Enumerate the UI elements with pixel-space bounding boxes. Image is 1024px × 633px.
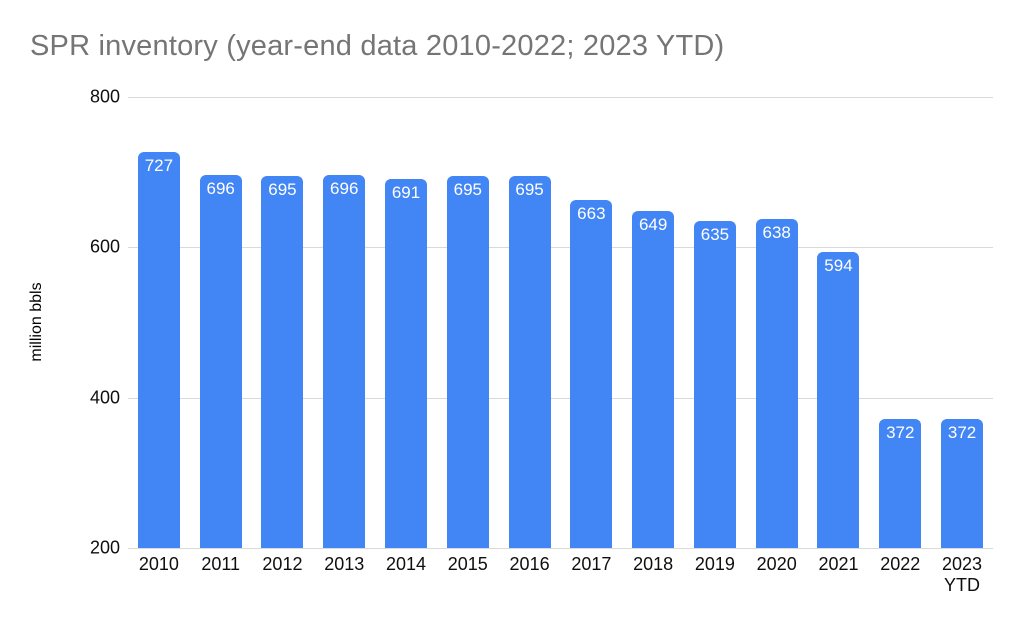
bar-value-label: 372: [886, 422, 915, 442]
bar-value-label: 649: [638, 214, 668, 234]
bar-2017: 663: [570, 199, 613, 548]
bar-slot: 695: [252, 97, 314, 548]
x-tick-label: 2014: [385, 554, 427, 574]
bar-2018: 649: [632, 210, 675, 548]
bar-2020: 638: [755, 218, 798, 548]
y-tick-label: 400: [89, 387, 120, 408]
x-tick-label: 2023 YTD: [942, 554, 983, 595]
bar-value-label: 727: [144, 155, 174, 175]
plot-area: 727 696 695 696 691 695 695 663 649 635 638 594 372 3…: [128, 97, 993, 549]
gridline: [128, 247, 993, 249]
bar-2021: 594: [817, 251, 860, 548]
bar-value-label: 594: [824, 255, 853, 275]
bar-value-label: 695: [515, 179, 544, 199]
y-tick-label: 600: [89, 236, 120, 257]
bar-slot: 372: [931, 97, 993, 548]
bar-slot: 695: [437, 97, 499, 548]
bar-value-label: 696: [206, 179, 235, 199]
bar-2010: 727: [137, 151, 180, 548]
bar-slot: 594: [808, 97, 870, 548]
bar-value-label: 696: [330, 179, 359, 199]
bar-slot: 638: [746, 97, 808, 548]
y-axis-label: million bbls: [28, 282, 45, 362]
gridline: [128, 548, 993, 549]
chart-title: SPR inventory (year-end data 2010-2022; …: [30, 30, 725, 62]
bar-2019: 635: [693, 221, 736, 548]
x-tick-label: 2010: [138, 554, 179, 574]
y-tick-label: 200: [89, 537, 120, 558]
bar-slot: 727: [128, 97, 190, 548]
x-tick-label: 2012: [262, 554, 303, 574]
bar-2015: 695: [446, 175, 489, 548]
bar-value-label: 638: [762, 222, 791, 242]
bar-series: 727 696 695 696 691 695 695 663 649 635 638 594 372 3…: [128, 97, 993, 548]
bar-slot: 372: [869, 97, 931, 548]
bar-slot: 663: [560, 97, 622, 548]
bar-value-label: 691: [391, 182, 421, 202]
x-tick-label: 2018: [633, 554, 674, 574]
bar-value-label: 635: [700, 225, 730, 245]
x-tick-label: 2011: [201, 554, 241, 574]
bar-value-label: 663: [577, 203, 606, 223]
gridline: [128, 397, 993, 399]
bar-slot: 696: [190, 97, 252, 548]
bar-2016: 695: [508, 175, 551, 548]
x-tick-label: 2021: [818, 554, 859, 574]
x-tick-label: 2017: [571, 554, 612, 574]
bar-slot: 691: [375, 97, 437, 548]
bar-slot: 649: [622, 97, 684, 548]
x-tick-label: 2016: [509, 554, 550, 574]
x-axis-labels: 2010 2011 2012 2013 2014 2015 2016 2017 2018 2019…: [128, 554, 993, 595]
bar-value-label: 372: [947, 422, 977, 442]
x-tick-label: 2015: [447, 554, 488, 574]
bar-2012: 695: [261, 175, 304, 548]
bar-slot: 696: [313, 97, 375, 548]
bar-2013: 696: [323, 175, 366, 548]
bar-value-label: 695: [268, 179, 297, 199]
bar-value-label: 695: [453, 179, 482, 199]
bar-2011: 696: [199, 175, 242, 548]
bar-slot: 635: [684, 97, 746, 548]
gridline: [128, 97, 993, 98]
x-tick-label: 2022: [880, 554, 921, 574]
bar-2022: 372: [879, 418, 922, 548]
bar-slot: 695: [499, 97, 561, 548]
x-tick-label: 2020: [756, 554, 797, 574]
x-tick-label: 2019: [694, 554, 735, 574]
x-tick-label: 2013: [324, 554, 365, 574]
bar-2014: 691: [385, 178, 428, 548]
y-axis-tick-labels: 200 400 600 800: [80, 87, 120, 558]
bar-2023 YTD: 372: [941, 418, 984, 548]
y-tick-label: 800: [89, 86, 120, 107]
